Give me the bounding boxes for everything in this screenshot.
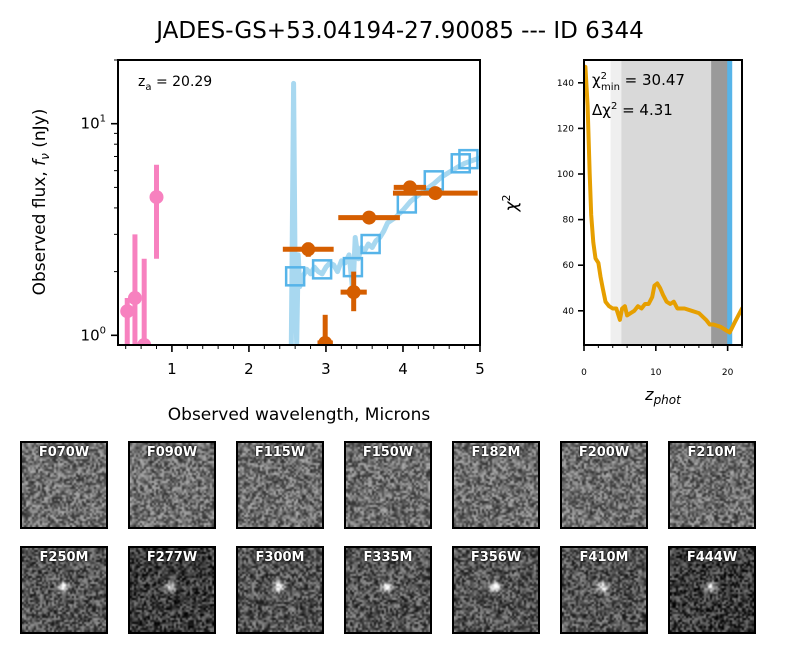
detection-point bbox=[346, 285, 361, 300]
delta-chi2-annotation: Δχ2 = 4.31 bbox=[592, 101, 673, 119]
cutout-image bbox=[22, 443, 106, 527]
x-tick-label: 10 bbox=[650, 368, 662, 378]
nondetection-point bbox=[127, 291, 142, 306]
chi2-axes-frame bbox=[583, 59, 743, 346]
cutout-image bbox=[238, 548, 322, 632]
probability-bands bbox=[610, 60, 733, 345]
y-tick-label: 80 bbox=[563, 216, 575, 226]
probability-band bbox=[610, 60, 622, 345]
sed-x-axis-label: Observed wavelength, Microns bbox=[168, 405, 431, 425]
filter-label: F250M bbox=[39, 550, 89, 565]
y-tick-label: 40 bbox=[563, 307, 575, 317]
nondetection-point bbox=[149, 190, 164, 205]
filter-label: F090W bbox=[146, 445, 198, 460]
sed-axes-frame bbox=[117, 59, 481, 346]
filter-label: F200W bbox=[578, 445, 630, 460]
y-tick-label: 100 bbox=[557, 170, 574, 180]
x-tick-label: 1 bbox=[167, 360, 177, 378]
chi2-x-axis-label: zphot bbox=[644, 385, 682, 407]
nondetection-series bbox=[120, 164, 164, 345]
chi2-line bbox=[584, 64, 742, 335]
model-spectrum bbox=[288, 80, 480, 345]
model-photometry-point bbox=[458, 148, 479, 170]
filter-label: F444W bbox=[686, 550, 738, 565]
cutout-image bbox=[670, 443, 754, 527]
detection-point bbox=[301, 242, 316, 257]
cutout-image bbox=[346, 548, 430, 632]
filter-label: F277W bbox=[146, 550, 198, 565]
cutout-image bbox=[130, 548, 214, 632]
x-tick-label: 20 bbox=[722, 368, 734, 378]
chi2-y-axis-label: χ2 bbox=[500, 194, 522, 212]
x-tick-label: 3 bbox=[321, 360, 331, 378]
sed-panel: 1 2 3 4 5 100 101 za = 20.29 Observed wavelen… bbox=[30, 59, 485, 425]
cutout-stamp: F444W bbox=[668, 546, 756, 634]
chi2-panel: 0 10 20 40 60 80 100 120 140 χ2 min = 30.47 Δχ2 … bbox=[500, 59, 743, 407]
cutout-stamp: F335M bbox=[344, 546, 432, 634]
detection-point bbox=[318, 335, 333, 345]
nondetection-point bbox=[137, 338, 152, 345]
filter-label: F070W bbox=[38, 445, 90, 460]
cutout-stamp: F150W bbox=[344, 441, 432, 529]
cutout-stamp: F250M bbox=[20, 546, 108, 634]
cutout-stamp: F182M bbox=[452, 441, 540, 529]
cutout-image bbox=[454, 443, 538, 527]
sed-y-ticks: 100 101 bbox=[81, 59, 118, 344]
cutout-stamp: F090W bbox=[128, 441, 216, 529]
cutout-image bbox=[130, 443, 214, 527]
y-tick-label: 100 bbox=[81, 325, 106, 344]
y-tick-label: 120 bbox=[557, 124, 574, 134]
filter-label: F335M bbox=[363, 550, 413, 565]
filter-label: F300M bbox=[255, 550, 305, 565]
sed-y-axis-label: Observed flux, fν (nJy) bbox=[30, 109, 52, 296]
cutout-stamp: F210M bbox=[668, 441, 756, 529]
cutout-image bbox=[454, 548, 538, 632]
chi2-y-ticks: 40 60 80 100 120 140 bbox=[557, 79, 584, 317]
cutout-image bbox=[562, 443, 646, 527]
model-photometry-point bbox=[360, 233, 381, 255]
cutout-stamp: F200W bbox=[560, 441, 648, 529]
detection-point bbox=[428, 186, 443, 201]
x-tick-label: 4 bbox=[398, 360, 408, 378]
x-tick-label: 2 bbox=[244, 360, 254, 378]
cutout-image bbox=[346, 443, 430, 527]
y-tick-label: 101 bbox=[81, 114, 106, 133]
filter-label: F410M bbox=[579, 550, 629, 565]
x-tick-label: 0 bbox=[581, 368, 587, 378]
cutout-image bbox=[22, 548, 106, 632]
filter-label: F115W bbox=[254, 445, 306, 460]
x-tick-label: 5 bbox=[475, 360, 485, 378]
cutout-image bbox=[670, 548, 754, 632]
model-spectrum-line bbox=[288, 80, 480, 345]
y-tick-label: 140 bbox=[557, 79, 574, 89]
chi2-curve bbox=[584, 64, 742, 335]
cutout-image bbox=[238, 443, 322, 527]
cutout-stamp: F356W bbox=[452, 546, 540, 634]
model-photometry-point bbox=[311, 259, 333, 280]
model-photometry-point bbox=[284, 266, 306, 287]
filter-label: F182M bbox=[471, 445, 521, 460]
cutout-stamp: F300M bbox=[236, 546, 324, 634]
filter-label: F210M bbox=[687, 445, 737, 460]
cutout-stamp: F115W bbox=[236, 441, 324, 529]
filter-label: F356W bbox=[470, 550, 522, 565]
y-tick-label: 60 bbox=[563, 261, 575, 271]
cutout-stamp: F070W bbox=[20, 441, 108, 529]
cutout-image bbox=[562, 548, 646, 632]
redshift-annotation: za = 20.29 bbox=[138, 74, 212, 93]
chi2-min-annotation: χ2 min = 30.47 bbox=[592, 71, 685, 93]
figure-title: JADES-GS+53.04194-27.90085 --- ID 6344 bbox=[156, 18, 644, 44]
sed-x-ticks: 1 2 3 4 5 bbox=[125, 345, 485, 378]
filter-label: F150W bbox=[362, 445, 414, 460]
chi2-x-ticks: 0 10 20 bbox=[581, 345, 743, 378]
probability-band bbox=[711, 60, 728, 345]
cutout-stamp: F410M bbox=[560, 546, 648, 634]
model-photometry-point bbox=[450, 153, 471, 174]
cutout-stamp: F277W bbox=[128, 546, 216, 634]
detection-series bbox=[282, 180, 478, 345]
nondetection-point bbox=[120, 304, 135, 319]
detection-point bbox=[362, 210, 377, 225]
